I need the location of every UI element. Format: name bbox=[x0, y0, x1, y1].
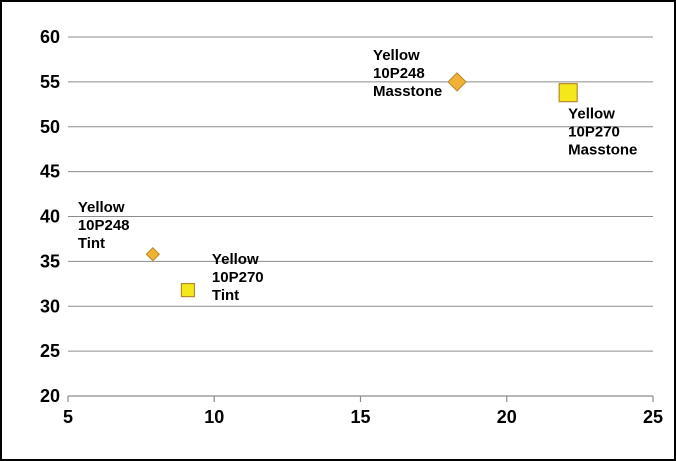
data-label-line: 10P248 bbox=[78, 217, 130, 234]
data-label-line: Yellow bbox=[212, 251, 259, 268]
data-label-line: Yellow bbox=[78, 199, 125, 216]
data-point-square bbox=[180, 282, 196, 298]
data-label: Yellow 10P270 Masstone bbox=[568, 106, 637, 159]
data-label-line: Masstone bbox=[373, 83, 442, 100]
grid-layer bbox=[67, 36, 654, 402]
data-label-line: 10P270 bbox=[212, 269, 264, 286]
y-tick-label: 55 bbox=[40, 72, 60, 92]
data-label: Yellow 10P270 Tint bbox=[212, 251, 264, 304]
x-tick-label: 10 bbox=[204, 407, 224, 427]
y-tick-label: 35 bbox=[40, 251, 60, 271]
x-tick-label: 15 bbox=[350, 407, 370, 427]
y-tick-label: 40 bbox=[40, 207, 60, 227]
data-label-line: Yellow bbox=[568, 106, 615, 123]
data-label: Yellow 10P248 Tint bbox=[78, 199, 130, 252]
point-layer bbox=[145, 72, 578, 298]
x-tick-label: 25 bbox=[643, 407, 663, 427]
data-label-line: 10P270 bbox=[568, 124, 620, 141]
data-label-line: Masstone bbox=[568, 142, 637, 159]
tick-layer: 20 25 30 35 40 45 50 55 60 5 10 15 20 25 bbox=[40, 27, 663, 427]
data-label-line: Tint bbox=[212, 287, 239, 304]
y-tick-label: 50 bbox=[40, 117, 60, 137]
x-tick-label: 20 bbox=[497, 407, 517, 427]
data-label-line: Yellow bbox=[373, 47, 420, 64]
data-label-line: Tint bbox=[78, 235, 105, 252]
y-tick-label: 20 bbox=[40, 386, 60, 406]
data-point-diamond bbox=[145, 246, 161, 262]
y-tick-label: 45 bbox=[40, 162, 60, 182]
y-tick-label: 30 bbox=[40, 296, 60, 316]
y-tick-label: 25 bbox=[40, 341, 60, 361]
x-tick-label: 5 bbox=[63, 407, 73, 427]
y-tick-label: 60 bbox=[40, 27, 60, 47]
data-label: Yellow 10P248 Masstone bbox=[373, 47, 442, 100]
data-point-square bbox=[558, 83, 578, 103]
data-label-line: 10P248 bbox=[373, 65, 425, 82]
data-point-diamond bbox=[447, 72, 467, 92]
